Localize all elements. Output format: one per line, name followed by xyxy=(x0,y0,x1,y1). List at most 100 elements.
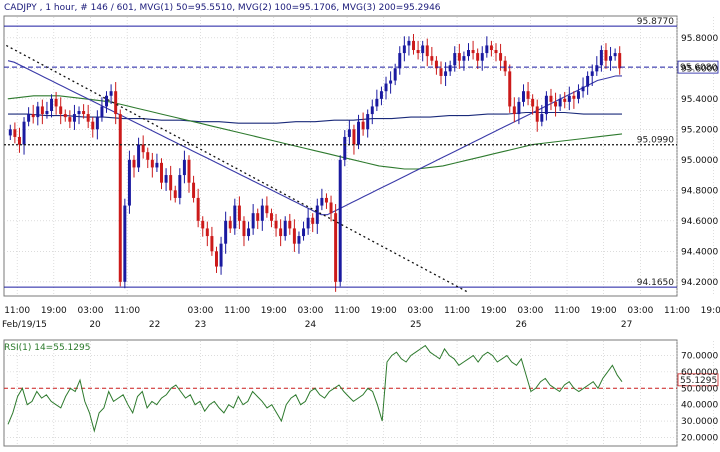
candle-body xyxy=(503,60,507,72)
x-time-label: 03:00 xyxy=(627,306,653,316)
rsi-tick-label: 50.0000 xyxy=(681,384,718,394)
candle-body xyxy=(324,197,328,203)
candle-body xyxy=(288,220,292,229)
candle-body xyxy=(421,45,425,54)
candle-body xyxy=(233,205,237,229)
candle-body xyxy=(187,159,191,183)
candle-body xyxy=(178,175,182,198)
candle-body xyxy=(467,50,470,57)
candle-body xyxy=(100,106,104,118)
x-time-label: 19:00 xyxy=(41,306,67,316)
candle-body xyxy=(164,175,168,183)
candle-body xyxy=(320,197,324,206)
mid-line-label: 95.0990 xyxy=(637,136,674,146)
candle-body xyxy=(402,45,406,54)
candle-body xyxy=(45,111,49,115)
y-tick-label: 95.4000 xyxy=(681,95,718,105)
candle-body xyxy=(352,129,356,145)
candle-body xyxy=(205,228,209,237)
x-time-label: 11:00 xyxy=(664,306,690,316)
candle-body xyxy=(192,182,196,198)
current-price-box xyxy=(677,60,719,74)
x-time-label: 03:00 xyxy=(187,306,213,316)
candle-body xyxy=(434,60,438,69)
candle-body xyxy=(8,129,12,136)
x-date-label: Feb/19/15 xyxy=(2,320,47,330)
grid-lines xyxy=(4,17,714,445)
candle-body xyxy=(265,205,269,214)
x-time-label: 11:00 xyxy=(4,306,30,316)
x-time-label: 19:00 xyxy=(701,306,720,316)
candle-body xyxy=(581,86,585,92)
candle-body xyxy=(146,152,150,160)
candle-body xyxy=(13,129,17,137)
candle-body xyxy=(109,91,113,96)
candle-body xyxy=(219,243,223,267)
candle-body xyxy=(86,114,90,122)
candle-body xyxy=(361,121,365,130)
candle-body xyxy=(269,213,273,221)
candle-body xyxy=(242,220,246,237)
ma100-line xyxy=(7,95,623,170)
candle-body xyxy=(531,98,535,107)
candle-body xyxy=(609,56,613,61)
candle-body xyxy=(389,80,393,84)
candle-body xyxy=(416,50,420,54)
candle-body xyxy=(613,53,617,57)
ma50-line xyxy=(7,60,622,216)
candle-body xyxy=(366,114,370,130)
candle-body xyxy=(393,68,397,81)
candle-body xyxy=(499,53,503,61)
candle-body xyxy=(82,111,86,115)
candle-body xyxy=(22,121,26,145)
x-date-label: 25 xyxy=(410,320,421,330)
x-time-label: 03:00 xyxy=(407,306,433,316)
candle-body xyxy=(283,220,287,237)
rsi-current-box xyxy=(677,373,719,387)
candle-body xyxy=(196,197,200,221)
candle-body xyxy=(590,71,594,76)
candle-body xyxy=(214,251,218,267)
y-tick-label: 94.6000 xyxy=(681,217,718,227)
rsi-tick-label: 70.0000 xyxy=(681,351,718,361)
candle-body xyxy=(50,98,54,112)
candle-body xyxy=(471,50,475,54)
candle-body xyxy=(36,106,40,118)
candle-body xyxy=(398,53,402,69)
candle-body xyxy=(338,159,342,282)
x-time-label: 11:00 xyxy=(114,306,140,316)
candle-body xyxy=(412,40,416,51)
candle-body xyxy=(132,159,136,168)
candle-body xyxy=(173,190,177,198)
candle-body xyxy=(407,40,411,46)
x-time-label: 03:00 xyxy=(517,306,543,316)
candle-body xyxy=(521,91,525,102)
y-tick-label: 94.4000 xyxy=(681,247,718,257)
high-line-label: 95.8770 xyxy=(637,17,674,27)
rsi-current-label: 55.1295 xyxy=(680,376,717,386)
candle-body xyxy=(485,45,489,54)
candle-body xyxy=(279,228,283,237)
candle-body xyxy=(540,114,544,122)
rsi-indicator: 55.1295 xyxy=(4,344,719,433)
candle-body xyxy=(370,106,374,115)
rsi-tick-label: 30.0000 xyxy=(681,417,718,427)
y-tick-label: 95.8000 xyxy=(681,34,718,44)
candle-body xyxy=(77,111,81,115)
candle-body xyxy=(430,56,434,61)
candle-body xyxy=(54,98,58,107)
candle-body xyxy=(182,159,186,176)
horizontal-lines: 95.8770 95.6080 95.0990 94.1650 xyxy=(4,17,719,288)
candle-body xyxy=(40,106,44,115)
x-time-label: 19:00 xyxy=(481,306,507,316)
candle-body xyxy=(306,217,310,229)
x-date-label: 24 xyxy=(305,320,317,330)
candle-body xyxy=(604,50,608,61)
y-tick-label: 94.2000 xyxy=(681,278,718,288)
candle-body xyxy=(425,45,429,57)
x-time-label: 11:00 xyxy=(444,306,470,316)
candle-body xyxy=(17,136,21,145)
x-time-label: 19:00 xyxy=(261,306,287,316)
candle-body xyxy=(549,95,553,102)
